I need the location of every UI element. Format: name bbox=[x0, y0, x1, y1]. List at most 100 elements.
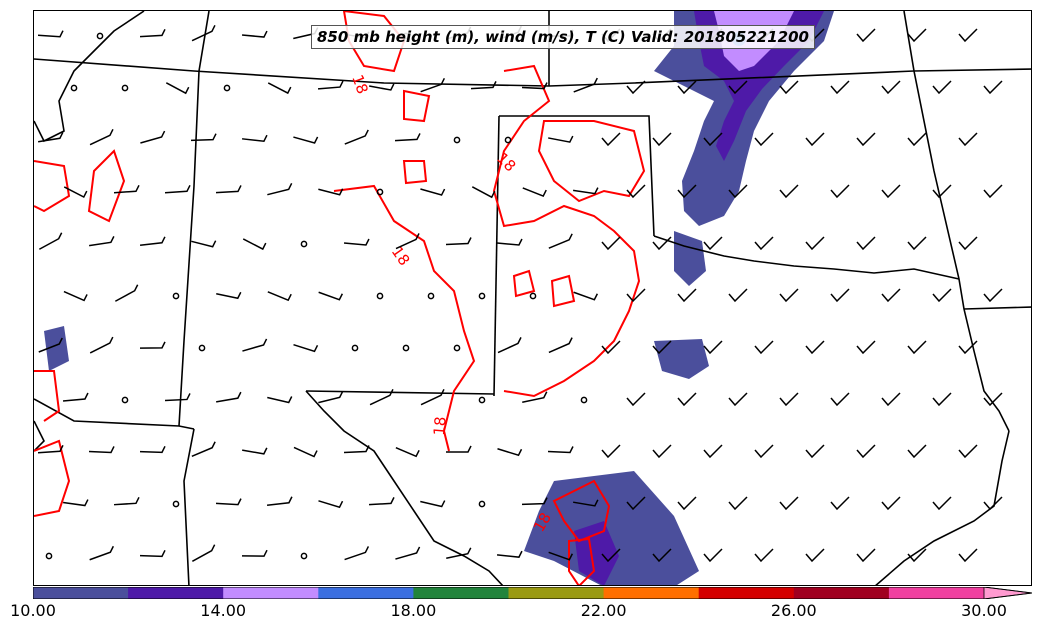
wind-barb bbox=[89, 236, 115, 247]
calm-wind-marker bbox=[402, 344, 410, 352]
isotherm-ok-blob bbox=[537, 120, 646, 203]
wind-barb bbox=[318, 188, 344, 196]
shading-tx-south-inner bbox=[574, 521, 619, 585]
wind-barb bbox=[548, 233, 573, 249]
wind-barb bbox=[38, 232, 63, 250]
boundary-wy-co bbox=[198, 11, 210, 72]
wind-barb bbox=[191, 544, 216, 562]
calm-wind-marker bbox=[580, 396, 588, 404]
wind-barb bbox=[318, 500, 344, 509]
wind-barb bbox=[983, 392, 1003, 407]
wind-barb bbox=[805, 132, 825, 147]
wind-barb bbox=[830, 288, 850, 303]
colorbar-segment bbox=[698, 587, 795, 599]
wind-barb bbox=[907, 444, 927, 459]
wind-barb bbox=[703, 548, 723, 563]
wind-barb bbox=[856, 444, 876, 459]
wind-barb bbox=[856, 340, 876, 355]
wind-barb bbox=[626, 80, 646, 95]
wind-barb bbox=[191, 24, 216, 42]
wind-barb bbox=[497, 337, 522, 354]
wind-barb bbox=[779, 80, 799, 95]
calm-wind-marker bbox=[376, 292, 384, 300]
wind-barb bbox=[89, 336, 114, 354]
map-panel: 18 18 18 18 18 850 mb height (m), wind (… bbox=[33, 10, 1032, 586]
wind-barb bbox=[63, 499, 89, 507]
wind-barb bbox=[573, 187, 599, 195]
wind-barb bbox=[114, 284, 139, 302]
wind-barb bbox=[139, 341, 166, 349]
isotherm-label: 18 bbox=[348, 72, 371, 96]
wind-barb bbox=[241, 134, 268, 142]
wind-barb bbox=[983, 496, 1003, 511]
wind-barb bbox=[395, 446, 420, 458]
isotherm-nm-loop bbox=[402, 160, 428, 185]
shading-ok-tx-east bbox=[674, 231, 706, 286]
wind-barb bbox=[165, 82, 190, 95]
wind-barb bbox=[293, 446, 318, 458]
wind-barb bbox=[856, 132, 876, 147]
colorbar-segment bbox=[413, 587, 509, 599]
wind-barb bbox=[754, 340, 774, 355]
wind-barb bbox=[191, 240, 217, 248]
colorbar-segment bbox=[223, 587, 319, 599]
wind-barb bbox=[548, 135, 574, 143]
wind-barb bbox=[37, 30, 64, 38]
isotherm-label: 18 bbox=[493, 149, 519, 175]
wind-barb bbox=[420, 188, 446, 196]
wind-barb bbox=[369, 388, 394, 406]
boundary-co-nm bbox=[178, 70, 200, 427]
isotherm-contours bbox=[34, 11, 646, 585]
wind-barb bbox=[215, 185, 242, 194]
colorbar-segment bbox=[793, 587, 890, 599]
state-boundaries bbox=[34, 11, 1031, 585]
calm-wind-marker bbox=[453, 344, 461, 352]
wind-barb bbox=[932, 184, 952, 199]
wind-barb bbox=[881, 496, 901, 511]
wind-barbs bbox=[37, 24, 1003, 563]
colorbar-tick-label: 14.00 bbox=[200, 601, 247, 620]
wind-barb bbox=[830, 392, 850, 407]
isotherm-ks-loop bbox=[403, 89, 431, 123]
colorbar-tick-label: 26.00 bbox=[770, 601, 817, 620]
map-canvas: 18 18 18 18 18 bbox=[34, 11, 1031, 585]
boundary-mx-west bbox=[183, 428, 195, 585]
wind-barb bbox=[677, 496, 697, 511]
calm-wind-marker bbox=[45, 552, 53, 560]
isotherm-nm-loop-3 bbox=[550, 274, 576, 308]
isotherm-co-blob bbox=[87, 149, 126, 223]
colorbar bbox=[33, 587, 1032, 599]
wind-barb bbox=[830, 184, 850, 199]
wind-speed-shading bbox=[44, 11, 834, 585]
wind-barb bbox=[805, 444, 825, 459]
wind-barb bbox=[907, 236, 927, 251]
wind-barb bbox=[805, 548, 825, 563]
calm-wind-marker bbox=[198, 344, 206, 352]
wind-barb bbox=[728, 288, 748, 303]
wind-barb bbox=[856, 28, 876, 43]
wind-barb bbox=[601, 548, 621, 563]
wind-barb bbox=[548, 337, 573, 354]
wind-barb bbox=[38, 131, 64, 143]
wind-barb bbox=[521, 82, 548, 90]
boundary-ks-mo bbox=[903, 11, 915, 72]
calm-wind-marker bbox=[223, 84, 231, 92]
calm-wind-marker bbox=[70, 84, 78, 92]
wind-barb bbox=[779, 392, 799, 407]
colorbar-segment bbox=[508, 587, 605, 599]
boundary-az-nm bbox=[34, 398, 195, 430]
shading-west-edge bbox=[44, 326, 69, 371]
wind-barb bbox=[496, 238, 523, 246]
colorbar-segment bbox=[603, 587, 700, 599]
wind-barb bbox=[88, 446, 115, 454]
wind-barb bbox=[267, 396, 293, 404]
wind-barb bbox=[779, 184, 799, 199]
wind-barb bbox=[728, 392, 748, 407]
wind-barb bbox=[344, 129, 369, 145]
colorbar-extend-arrow bbox=[983, 587, 1032, 599]
colorbar-segment bbox=[33, 587, 129, 599]
wind-barb bbox=[626, 288, 646, 303]
wind-barb bbox=[113, 184, 140, 194]
wind-barb bbox=[677, 392, 697, 407]
wind-barb bbox=[190, 133, 217, 142]
